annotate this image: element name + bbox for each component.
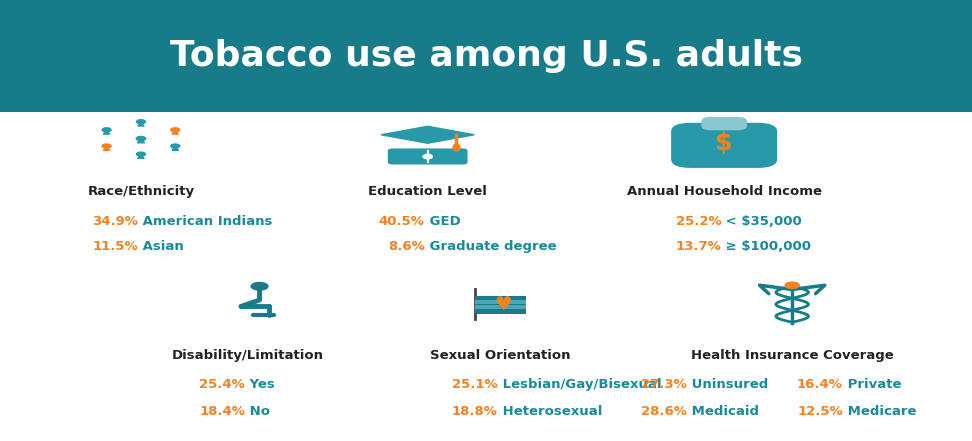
Polygon shape bbox=[138, 123, 144, 126]
Polygon shape bbox=[103, 147, 110, 150]
Polygon shape bbox=[137, 139, 145, 143]
Text: Health Insurance Coverage: Health Insurance Coverage bbox=[691, 348, 893, 362]
Circle shape bbox=[171, 144, 180, 148]
FancyBboxPatch shape bbox=[475, 305, 526, 309]
Polygon shape bbox=[381, 126, 474, 143]
Text: 11.5%: 11.5% bbox=[92, 240, 138, 254]
FancyBboxPatch shape bbox=[475, 296, 526, 314]
Polygon shape bbox=[103, 131, 110, 134]
Text: 13.7%: 13.7% bbox=[676, 240, 721, 254]
Text: 34.9%: 34.9% bbox=[92, 215, 138, 228]
Circle shape bbox=[136, 120, 146, 124]
Circle shape bbox=[785, 282, 799, 288]
Text: Disability/Limitation: Disability/Limitation bbox=[172, 348, 324, 362]
Text: 18.8%: 18.8% bbox=[452, 404, 498, 418]
Text: American Indians: American Indians bbox=[138, 215, 272, 228]
Circle shape bbox=[136, 136, 146, 141]
FancyBboxPatch shape bbox=[671, 123, 778, 168]
Text: No: No bbox=[245, 404, 270, 418]
Text: 16.4%: 16.4% bbox=[797, 378, 843, 391]
Text: Tobacco use among U.S. adults: Tobacco use among U.S. adults bbox=[169, 39, 803, 73]
Polygon shape bbox=[172, 131, 179, 134]
Text: < $35,000: < $35,000 bbox=[721, 215, 802, 228]
Text: ♥: ♥ bbox=[494, 295, 511, 314]
Circle shape bbox=[102, 144, 111, 148]
FancyBboxPatch shape bbox=[713, 126, 735, 131]
Text: Private: Private bbox=[843, 378, 901, 391]
Circle shape bbox=[136, 152, 146, 156]
Text: Graduate degree: Graduate degree bbox=[425, 240, 556, 254]
Text: 25.1%: 25.1% bbox=[452, 378, 498, 391]
Text: GED: GED bbox=[425, 215, 461, 228]
FancyBboxPatch shape bbox=[0, 0, 972, 112]
Circle shape bbox=[130, 136, 152, 146]
Text: 25.2%: 25.2% bbox=[676, 215, 721, 228]
Polygon shape bbox=[172, 147, 179, 150]
Text: ≥ $100,000: ≥ $100,000 bbox=[721, 240, 812, 254]
Circle shape bbox=[423, 154, 433, 159]
Polygon shape bbox=[138, 155, 144, 158]
Text: 27.3%: 27.3% bbox=[642, 378, 687, 391]
Text: Annual Household Income: Annual Household Income bbox=[627, 185, 821, 198]
Text: Uninsured: Uninsured bbox=[687, 378, 769, 391]
Circle shape bbox=[171, 128, 180, 132]
Text: 25.4%: 25.4% bbox=[199, 378, 245, 391]
Text: Education Level: Education Level bbox=[368, 185, 487, 198]
Text: 18.4%: 18.4% bbox=[199, 404, 245, 418]
Text: 8.6%: 8.6% bbox=[388, 240, 425, 254]
Text: Yes: Yes bbox=[245, 378, 275, 391]
Text: $: $ bbox=[715, 131, 733, 155]
Text: 40.5%: 40.5% bbox=[379, 215, 425, 228]
Text: Medicare: Medicare bbox=[843, 404, 917, 418]
FancyBboxPatch shape bbox=[475, 300, 526, 304]
Text: Heterosexual: Heterosexual bbox=[498, 404, 602, 418]
Circle shape bbox=[251, 283, 268, 290]
Text: Sexual Orientation: Sexual Orientation bbox=[431, 348, 571, 362]
FancyBboxPatch shape bbox=[702, 117, 746, 130]
Text: Lesbian/Gay/Bisexual: Lesbian/Gay/Bisexual bbox=[498, 378, 661, 391]
Text: 12.5%: 12.5% bbox=[797, 404, 843, 418]
Text: Asian: Asian bbox=[138, 240, 184, 254]
Text: 28.6%: 28.6% bbox=[642, 404, 687, 418]
Text: Race/Ethnicity: Race/Ethnicity bbox=[87, 185, 194, 198]
Text: Medicaid: Medicaid bbox=[687, 404, 759, 418]
Circle shape bbox=[102, 128, 111, 132]
FancyBboxPatch shape bbox=[388, 149, 468, 164]
